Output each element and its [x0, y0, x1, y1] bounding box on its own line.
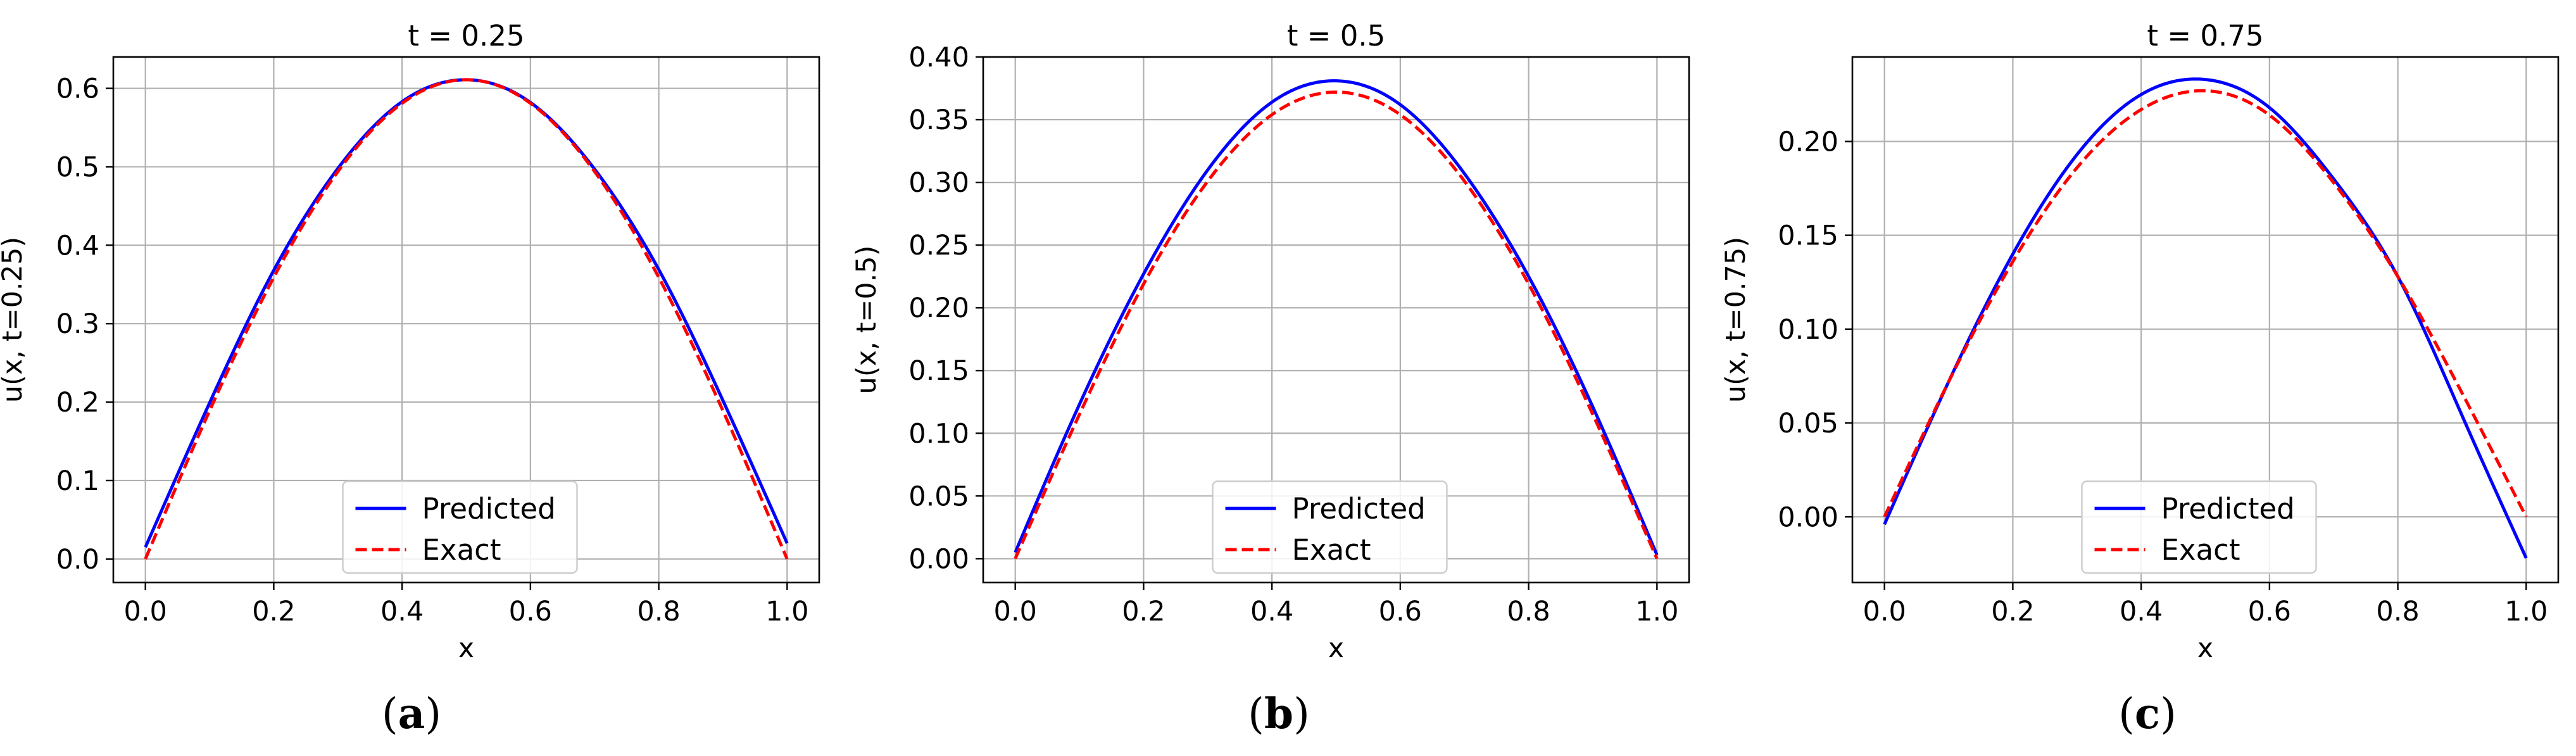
x-tick-label: 0.0: [123, 596, 166, 627]
legend: Predicted Exact: [342, 480, 578, 574]
x-tick-label: 0.4: [380, 596, 424, 627]
subfigure-caption: (a): [382, 689, 441, 738]
x-axis-label: x: [1328, 633, 1344, 664]
chart-title: t = 0.75: [2147, 19, 2263, 53]
subplot-c: 0.0 0.2 0.4 0.6 0.8 1.0 0.00 0.05 0.10 0.15 0.20 t …: [1720, 19, 2560, 738]
x-tick-label: 0.4: [2120, 596, 2163, 627]
chart-title: t = 0.5: [1287, 19, 1386, 53]
series-exact-line: [144, 78, 789, 560]
x-tick-label: 0.6: [509, 596, 552, 627]
x-tick-label: 0.8: [1507, 596, 1550, 627]
y-tick-label: 0.05: [908, 481, 969, 512]
legend-label-exact: Exact: [422, 533, 501, 567]
subplot-b: 0.0 0.2 0.4 0.6 0.8 1.0 0.00 0.05 0.10 0.15 0.20 0.…: [851, 19, 1690, 738]
y-tick-label: 0.20: [908, 293, 969, 324]
legend-label-exact: Exact: [2161, 533, 2240, 567]
subfigure-caption: (c): [2118, 689, 2177, 738]
x-tick-label: 0.2: [252, 596, 295, 627]
legend-box: [2081, 480, 2317, 574]
x-tick-label: 0.8: [637, 596, 680, 627]
legend-label-predicted: Predicted: [1292, 492, 1426, 526]
y-tick-label: 0.25: [908, 230, 969, 261]
y-axis-label: u(x, t=0.5): [851, 246, 883, 394]
x-tick-label: 1.0: [765, 596, 808, 627]
axes-frame: [982, 56, 1690, 584]
y-tick-label: 0.1: [56, 465, 99, 497]
y-tick-label: 0.10: [908, 418, 969, 450]
legend: Predicted Exact: [1212, 480, 1448, 574]
subfigure-caption: (b): [1248, 689, 1310, 738]
y-axis-label: u(x, t=0.25): [0, 237, 28, 403]
y-tick-label: 0.0: [56, 544, 99, 576]
y-axis-label: u(x, t=0.75): [1720, 237, 1752, 403]
y-tick-label: 0.30: [908, 167, 969, 199]
axes-frame: [1851, 56, 2560, 584]
y-tick-label: 0.20: [1778, 126, 1838, 158]
x-tick-label: 0.6: [1379, 596, 1422, 627]
y-tick-label: 0.10: [1778, 314, 1838, 346]
y-tick-label: 0.40: [908, 42, 969, 73]
y-tick-label: 0.00: [1778, 501, 1838, 533]
chart-title: t = 0.25: [408, 19, 524, 53]
y-tick-label: 0.2: [56, 387, 99, 419]
x-tick-label: 0.2: [1122, 596, 1165, 627]
x-tick-label: 0.6: [2248, 596, 2291, 627]
series-exact-line: [1014, 90, 1659, 560]
y-tick-label: 0.5: [56, 151, 99, 183]
series-exact-line: [1883, 89, 2528, 518]
y-tick-label: 0.15: [1778, 220, 1838, 252]
y-tick-label: 0.4: [56, 230, 99, 261]
series-predicted-line: [1014, 79, 1659, 556]
x-tick-label: 0.4: [1250, 596, 1293, 627]
y-tick-label: 0.3: [56, 308, 99, 340]
x-axis-label: x: [2197, 633, 2213, 664]
x-tick-label: 0.0: [993, 596, 1036, 627]
axes-frame: [112, 56, 820, 584]
subplot-a: 0.0 0.2 0.4 0.6 0.8 1.0 0.0 0.1 0.2 0.3 0.4 0.5 0.6 t…: [0, 19, 820, 738]
series-predicted-line: [144, 78, 789, 548]
y-tick-label: 0.00: [908, 543, 969, 575]
legend-box: [1212, 480, 1448, 574]
legend-label-exact: Exact: [1292, 533, 1371, 567]
x-tick-label: 1.0: [1635, 596, 1678, 627]
x-tick-label: 0.2: [1991, 596, 2034, 627]
y-tick-label: 0.6: [56, 73, 99, 105]
y-tick-label: 0.35: [908, 104, 969, 136]
x-tick-label: 1.0: [2504, 596, 2548, 627]
legend-box: [342, 480, 578, 574]
legend: Predicted Exact: [2081, 480, 2317, 574]
legend-label-predicted: Predicted: [2161, 492, 2295, 526]
y-tick-label: 0.15: [908, 355, 969, 387]
legend-label-predicted: Predicted: [422, 492, 556, 526]
x-tick-label: 0.0: [1863, 596, 1906, 627]
x-tick-label: 0.8: [2376, 596, 2419, 627]
y-tick-label: 0.05: [1778, 408, 1838, 439]
series-predicted-line: [1883, 77, 2528, 559]
x-axis-label: x: [458, 633, 474, 664]
